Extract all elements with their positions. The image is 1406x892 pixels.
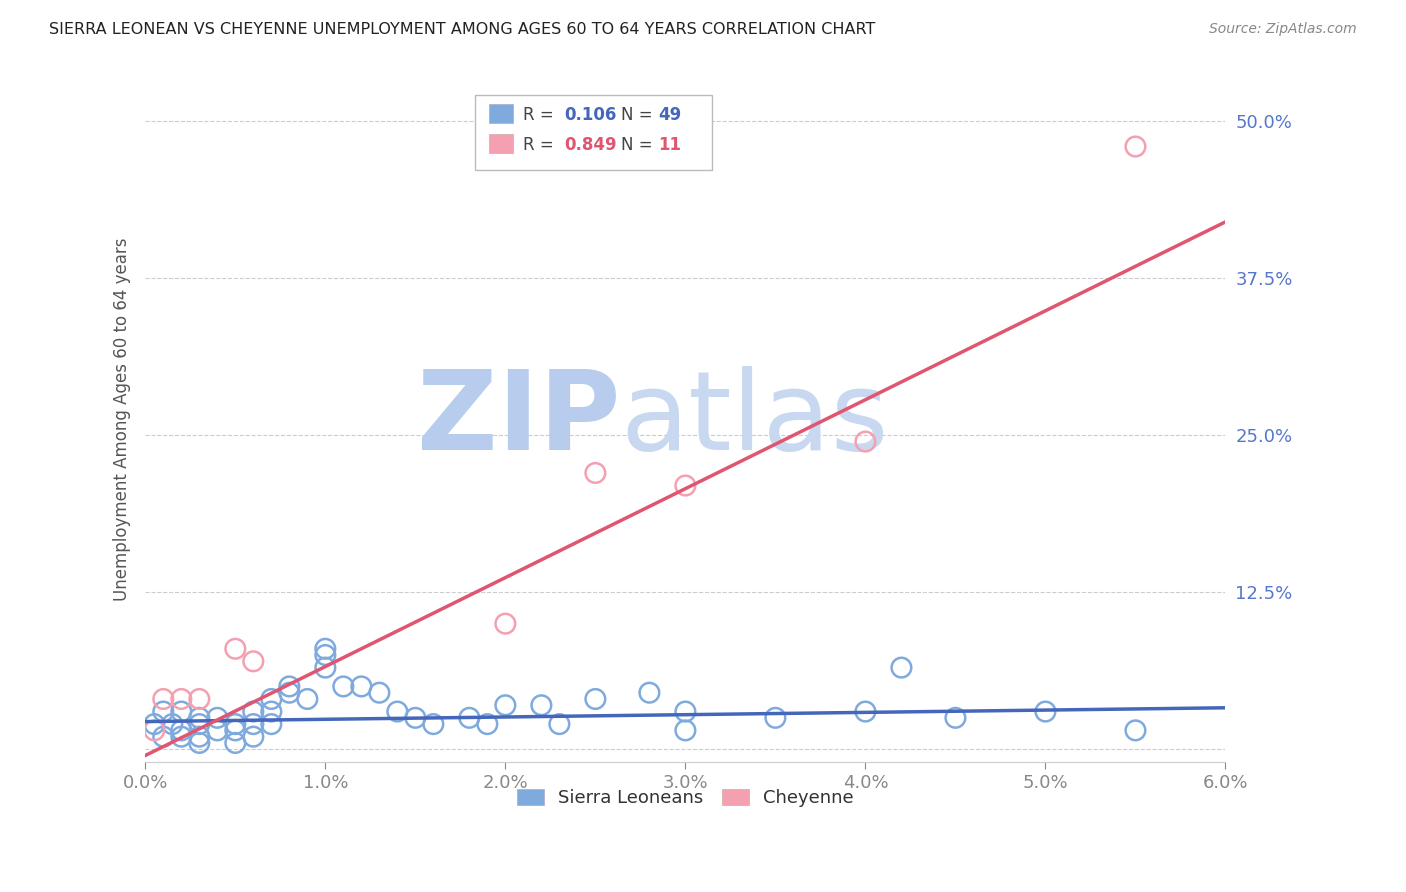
Point — [494, 616, 516, 631]
Point — [314, 641, 336, 656]
Point — [548, 717, 571, 731]
Point — [855, 434, 877, 449]
Point — [207, 711, 229, 725]
Point — [278, 686, 301, 700]
Point — [224, 736, 246, 750]
Point — [242, 717, 264, 731]
Point — [673, 478, 696, 492]
Point — [673, 723, 696, 738]
Point — [890, 660, 912, 674]
Point — [143, 723, 166, 738]
FancyBboxPatch shape — [489, 104, 513, 123]
Text: R =: R = — [523, 106, 560, 124]
Point — [530, 698, 553, 713]
Text: 0.106: 0.106 — [564, 106, 617, 124]
Point — [224, 717, 246, 731]
Point — [224, 723, 246, 738]
Point — [638, 686, 661, 700]
Point — [368, 686, 391, 700]
Point — [188, 711, 211, 725]
Point — [477, 717, 499, 731]
Point — [143, 717, 166, 731]
Point — [242, 705, 264, 719]
Text: N =: N = — [620, 136, 658, 153]
Text: 0.849: 0.849 — [564, 136, 617, 153]
Point — [945, 711, 967, 725]
Point — [224, 641, 246, 656]
Point — [297, 692, 319, 706]
Point — [332, 680, 354, 694]
Point — [188, 692, 211, 706]
Point — [152, 730, 174, 744]
Text: Source: ZipAtlas.com: Source: ZipAtlas.com — [1209, 22, 1357, 37]
Point — [242, 730, 264, 744]
Point — [422, 717, 444, 731]
Point — [350, 680, 373, 694]
Point — [152, 705, 174, 719]
Point — [1125, 723, 1147, 738]
Point — [260, 692, 283, 706]
Point — [494, 698, 516, 713]
Point — [260, 717, 283, 731]
Text: 11: 11 — [658, 136, 682, 153]
Text: atlas: atlas — [620, 366, 889, 473]
Point — [765, 711, 787, 725]
Point — [314, 660, 336, 674]
FancyBboxPatch shape — [489, 134, 513, 153]
Point — [260, 705, 283, 719]
Y-axis label: Unemployment Among Ages 60 to 64 years: Unemployment Among Ages 60 to 64 years — [114, 238, 131, 601]
Point — [162, 717, 184, 731]
Point — [458, 711, 481, 725]
Text: N =: N = — [620, 106, 658, 124]
Text: 49: 49 — [658, 106, 682, 124]
Point — [583, 692, 606, 706]
Text: ZIP: ZIP — [418, 366, 620, 473]
Point — [855, 705, 877, 719]
Point — [170, 692, 193, 706]
Point — [152, 692, 174, 706]
Point — [1035, 705, 1057, 719]
Point — [207, 723, 229, 738]
Legend: Sierra Leoneans, Cheyenne: Sierra Leoneans, Cheyenne — [510, 781, 860, 814]
Point — [583, 466, 606, 480]
Point — [278, 680, 301, 694]
Point — [170, 705, 193, 719]
Point — [188, 717, 211, 731]
Point — [387, 705, 409, 719]
FancyBboxPatch shape — [475, 95, 713, 169]
Point — [188, 736, 211, 750]
Point — [1125, 139, 1147, 153]
Point — [242, 654, 264, 668]
Text: SIERRA LEONEAN VS CHEYENNE UNEMPLOYMENT AMONG AGES 60 TO 64 YEARS CORRELATION CH: SIERRA LEONEAN VS CHEYENNE UNEMPLOYMENT … — [49, 22, 876, 37]
Point — [170, 730, 193, 744]
Text: R =: R = — [523, 136, 560, 153]
Point — [170, 723, 193, 738]
Point — [673, 705, 696, 719]
Point — [404, 711, 426, 725]
Point — [188, 730, 211, 744]
Point — [314, 648, 336, 662]
